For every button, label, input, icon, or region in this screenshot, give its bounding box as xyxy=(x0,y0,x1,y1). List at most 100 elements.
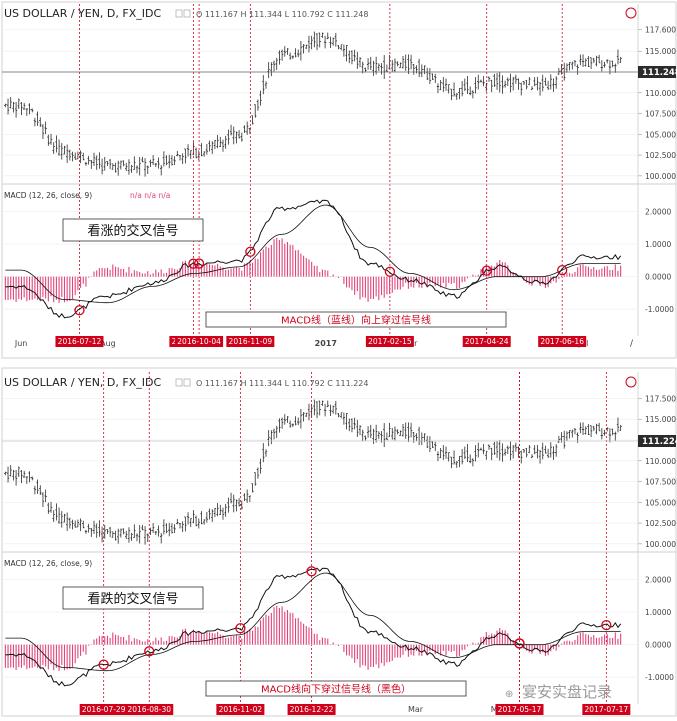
macd-tick-label: 1.0000 xyxy=(645,240,671,249)
panel-frame xyxy=(1,367,677,717)
caption-text: MACD线（蓝线）向上穿过信号线 xyxy=(281,314,431,327)
last-price-tag xyxy=(638,66,676,78)
settings-icon[interactable] xyxy=(183,9,191,18)
date-labels: 2016-07-29 2016-08-30 2016-11-02 2016-12-22… xyxy=(79,704,631,715)
price-tick-label: 107.500 xyxy=(645,110,676,119)
date-label: 2017-02-15 xyxy=(368,337,412,346)
crossover-marker xyxy=(245,246,256,257)
signal-vertical-lines xyxy=(103,372,607,704)
date-label-box xyxy=(55,336,104,347)
macd-tick-label: 0.0000 xyxy=(645,641,671,650)
macd-histogram xyxy=(4,237,622,303)
date-label-box xyxy=(226,336,275,347)
price-tick-label: 107.500 xyxy=(645,478,676,487)
crossover-marker xyxy=(514,638,525,649)
crossover-marker xyxy=(601,619,612,631)
crossover-marker xyxy=(193,258,205,269)
macd-tick-label: 1.0000 xyxy=(645,608,671,617)
callout-text: 看涨的交叉信号 xyxy=(87,223,178,239)
caption-box xyxy=(205,680,467,697)
chart-header-symbol: US DOLLAR / YEN, D, FX_IDC xyxy=(4,376,161,389)
chart-header-ohlc: O 111.167 H 111.344 L 110.792 C 111.248 xyxy=(196,10,368,19)
macd-tick-label: 0.0000 xyxy=(645,273,671,282)
date-label: 2016-07-12 xyxy=(58,337,102,346)
last-price-label: 111.248 xyxy=(642,68,677,78)
macd-title: MACD (12, 26, close, 9) xyxy=(4,191,92,200)
time-tick-label: Aug xyxy=(100,339,116,348)
signal-line xyxy=(5,204,621,304)
crossover-marker xyxy=(235,623,246,634)
price-tick-label: 117.600 xyxy=(645,26,676,35)
price-axis: 117.600115.000112.500110.000107.500105.0… xyxy=(637,4,676,336)
panel-bearish: US DOLLAR / YEN, D, FX_IDC O 111.167 H 1… xyxy=(1,367,677,717)
price-tick-label: 110.000 xyxy=(645,457,676,466)
last-price-tag xyxy=(638,435,676,447)
time-tick-label: 2017 xyxy=(315,339,337,348)
date-label-box xyxy=(582,704,631,715)
time-axis-end-label: / xyxy=(630,339,634,349)
macd-tick-label: 2.0000 xyxy=(645,208,671,217)
alert-circle-icon[interactable] xyxy=(625,376,637,388)
price-candles xyxy=(4,31,622,177)
date-label: 2016-08-30 xyxy=(127,705,171,714)
price-tick-label: 100.000 xyxy=(645,540,676,549)
date-label-box xyxy=(125,704,174,715)
panel-bullish: US DOLLAR / YEN, D, FX_IDC O 111.167 H 1… xyxy=(1,1,677,359)
date-labels: 2016-07-122016-09-302016-10-042016-11-09… xyxy=(55,336,587,347)
date-label: 2016-11-09 xyxy=(229,337,273,346)
last-price-label: 111.224 xyxy=(642,437,677,447)
date-label: 2017-04-24 xyxy=(465,337,509,346)
date-label-box xyxy=(462,336,511,347)
price-tick-label: 102.500 xyxy=(645,151,676,160)
watermark-text: 宴安实盘记录 xyxy=(522,683,612,701)
date-label-box xyxy=(287,704,336,715)
settings-icon[interactable] xyxy=(183,378,191,387)
chart-header-symbol: US DOLLAR / YEN, D, FX_IDC xyxy=(4,7,161,20)
date-label: 2017-07-17 xyxy=(585,705,629,714)
macd-tick-label: -1.0000 xyxy=(645,305,674,314)
price-tick-label: 115.000 xyxy=(645,47,676,56)
price-tick-label: 102.500 xyxy=(645,519,676,528)
crossover-markers xyxy=(74,246,568,316)
alert-circle-icon[interactable] xyxy=(625,7,637,19)
caption-text: MACD线向下穿过信号线（黑色） xyxy=(261,683,411,696)
eye-icon[interactable] xyxy=(175,378,183,387)
macd-tick-label: 2.0000 xyxy=(645,576,671,585)
time-tick-label: Mar xyxy=(408,705,424,714)
crossover-marker xyxy=(384,266,396,277)
macd-tick-label: -1.0000 xyxy=(645,673,674,682)
callout-text: 看跌的交叉信号 xyxy=(87,591,178,607)
crossover-marker xyxy=(144,646,155,657)
price-tick-label: 115.000 xyxy=(645,415,676,424)
eye-icon[interactable] xyxy=(175,9,183,18)
time-tick-label: Jun xyxy=(14,339,28,348)
macd-axis: 2.0000 1.0000 0.0000 -1.0000 xyxy=(645,208,674,315)
price-tick-label: 105.000 xyxy=(645,130,676,139)
date-label-box xyxy=(495,704,544,715)
callout-box xyxy=(62,586,204,610)
date-label: 2016-10-04 xyxy=(177,337,221,346)
crossover-marker xyxy=(98,659,109,670)
price-tick-label: 105.000 xyxy=(645,498,676,507)
signal-line xyxy=(5,572,621,672)
macd-line xyxy=(5,199,622,319)
date-label-box xyxy=(175,336,224,347)
date-label: 2017-05-17 xyxy=(498,705,542,714)
macd-axis: 2.0000 1.0000 0.0000 -1.0000 xyxy=(645,576,674,683)
chart-header-ohlc: O 111.167 H 111.344 L 110.792 C 111.224 xyxy=(196,379,368,388)
date-label-box xyxy=(79,704,128,715)
date-label: 2016-07-29 xyxy=(82,705,126,714)
crossover-marker xyxy=(557,264,568,276)
date-label-box xyxy=(216,704,265,715)
callout-box xyxy=(62,218,204,242)
macd-title: MACD (12, 26, close, 9) xyxy=(4,559,92,568)
date-label: 2016-12-22 xyxy=(290,705,334,714)
date-label-box xyxy=(538,336,587,347)
crossover-marker xyxy=(74,305,85,316)
caption-box xyxy=(205,311,507,328)
crossover-marker xyxy=(188,258,199,269)
price-tick-label: 117.500 xyxy=(645,394,676,403)
macd-histogram xyxy=(4,605,622,671)
